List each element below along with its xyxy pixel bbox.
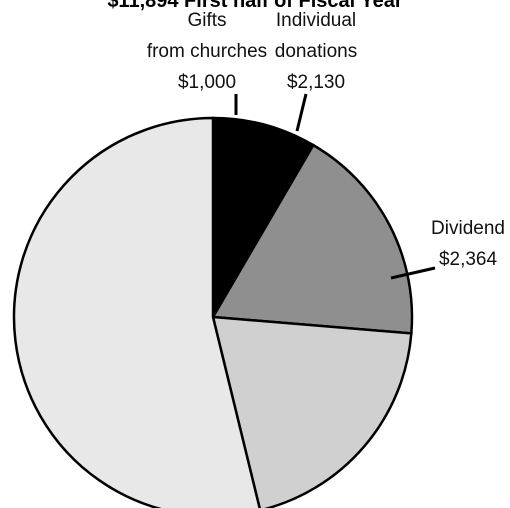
- slice-label: Dividend $2,364: [431, 218, 505, 270]
- slice-name-label: from churches: [147, 41, 267, 62]
- slice-label: Gifts from churches $1,000: [147, 10, 267, 93]
- slice-label: Individual donations $2,130: [275, 10, 357, 93]
- leader-line: [390, 266, 436, 280]
- leader-line: [295, 93, 308, 132]
- slice-name-label: Gifts: [187, 10, 226, 31]
- chart-title: $11,894 First half of Fiscal Year: [107, 0, 403, 12]
- slice-name-label: Individual: [276, 10, 356, 31]
- slice-value-label: $2,130: [287, 72, 345, 93]
- slice-value-label: $1,000: [178, 72, 236, 93]
- slice-value-label: $2,364: [439, 249, 498, 270]
- pie-slice: [211, 315, 413, 508]
- pie-slice: [12, 116, 261, 508]
- slice-name-label: Dividend: [431, 218, 505, 239]
- pie-slice: [211, 116, 316, 322]
- pie-slice: [210, 143, 414, 335]
- slice-name-label: donations: [275, 41, 357, 62]
